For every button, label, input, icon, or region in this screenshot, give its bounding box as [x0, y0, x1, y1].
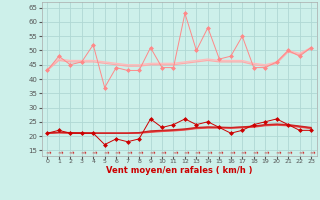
Text: ↗: ↗ — [124, 149, 131, 156]
Text: ↗: ↗ — [135, 149, 143, 156]
Text: ↗: ↗ — [308, 149, 315, 156]
Text: ↗: ↗ — [170, 149, 177, 156]
Text: ↗: ↗ — [250, 149, 257, 156]
X-axis label: Vent moyen/en rafales ( km/h ): Vent moyen/en rafales ( km/h ) — [106, 166, 252, 175]
Text: ↗: ↗ — [181, 149, 188, 156]
Text: ↗: ↗ — [90, 149, 97, 156]
Text: ↗: ↗ — [67, 149, 74, 156]
Text: ↗: ↗ — [284, 149, 292, 156]
Text: ↗: ↗ — [101, 149, 108, 156]
Text: ↗: ↗ — [216, 149, 223, 156]
Text: ↗: ↗ — [113, 149, 120, 156]
Text: ↗: ↗ — [147, 149, 154, 156]
Text: ↗: ↗ — [78, 149, 85, 156]
Text: ↗: ↗ — [204, 149, 212, 156]
Text: ↗: ↗ — [55, 149, 62, 156]
Text: ↗: ↗ — [227, 149, 235, 156]
Text: ↗: ↗ — [193, 149, 200, 156]
Text: ↗: ↗ — [239, 149, 246, 156]
Text: ↗: ↗ — [273, 149, 280, 156]
Text: ↗: ↗ — [296, 149, 303, 156]
Text: ↗: ↗ — [44, 149, 51, 156]
Text: ↗: ↗ — [158, 149, 166, 156]
Text: ↗: ↗ — [261, 149, 269, 156]
